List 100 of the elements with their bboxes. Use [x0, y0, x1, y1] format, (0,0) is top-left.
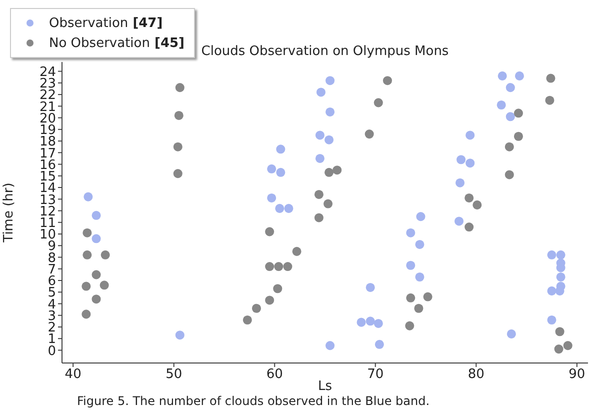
point: [326, 76, 335, 86]
x-tick-label: 70: [367, 367, 384, 382]
point: [472, 200, 482, 210]
point: [92, 210, 101, 220]
point: [274, 262, 284, 272]
point: [496, 100, 506, 110]
point: [415, 272, 424, 282]
point: [382, 76, 392, 86]
legend-label: No Observation [45]: [49, 36, 184, 50]
point: [556, 250, 566, 260]
point: [324, 168, 334, 177]
point: [506, 112, 515, 122]
point: [415, 240, 424, 249]
point: [554, 344, 564, 354]
point: [326, 107, 335, 116]
point: [100, 280, 109, 290]
point: [326, 341, 335, 350]
point: [547, 286, 556, 296]
x-tick-label: 40: [64, 367, 82, 382]
point: [454, 216, 464, 226]
point: [374, 98, 383, 108]
point: [315, 154, 324, 163]
point: [276, 168, 286, 177]
point: [267, 193, 276, 202]
point: [175, 330, 184, 340]
point: [324, 199, 333, 208]
chart-title: Clouds Observation on Olympus Mons: [201, 44, 449, 59]
point: [315, 130, 324, 140]
point: [366, 316, 375, 326]
point: [82, 310, 91, 319]
point: [406, 228, 416, 238]
point: [456, 155, 466, 164]
point: [267, 164, 276, 174]
caption: Figure 5. The number of clouds observed in the Blue band.: [77, 394, 430, 408]
point: [92, 270, 101, 280]
x-axis-title: Ls: [318, 379, 332, 394]
point: [514, 71, 524, 80]
point: [314, 213, 324, 222]
point: [456, 178, 465, 188]
point: [273, 284, 282, 294]
point: [84, 192, 93, 202]
point: [545, 96, 554, 105]
point: [506, 329, 516, 338]
point: [374, 318, 383, 328]
x-tick-label: 90: [568, 367, 586, 382]
point: [406, 293, 416, 302]
point: [242, 315, 252, 325]
point: [332, 166, 342, 175]
point: [563, 341, 572, 350]
point: [275, 204, 284, 213]
x-tick-label: 80: [468, 367, 484, 382]
point: [82, 250, 92, 260]
point: [374, 340, 384, 349]
point: [173, 169, 182, 178]
point: [174, 110, 184, 120]
point: [464, 193, 474, 202]
point: [405, 321, 414, 330]
point: [284, 204, 294, 213]
point: [547, 250, 556, 260]
point: [546, 74, 556, 83]
point: [414, 304, 424, 313]
point: [504, 170, 514, 180]
y-axis-title: Time (hr): [2, 182, 17, 244]
point: [547, 315, 556, 325]
point: [173, 142, 182, 152]
point: [82, 282, 91, 291]
point: [276, 144, 286, 154]
point: [283, 262, 292, 272]
point: [514, 132, 523, 141]
point: [423, 292, 432, 302]
x-tick-label: 60: [266, 367, 283, 382]
point: [82, 228, 92, 238]
point: [356, 318, 366, 327]
point: [555, 327, 564, 336]
point: [314, 190, 324, 199]
point: [464, 222, 474, 232]
point: [175, 83, 184, 92]
x-tick-label: 50: [166, 367, 182, 382]
point: [514, 108, 523, 118]
point: [364, 130, 374, 139]
point: [252, 304, 261, 313]
point: [316, 88, 326, 97]
point: [466, 158, 475, 168]
point: [265, 227, 274, 236]
point: [498, 71, 507, 80]
point: [466, 130, 475, 140]
y-tick-label: 0: [48, 344, 56, 359]
point: [92, 234, 101, 244]
point: [416, 212, 426, 222]
point: [265, 296, 274, 305]
point: [506, 83, 515, 92]
point: [265, 262, 274, 272]
point: [100, 250, 110, 260]
legend-label: Observation [47]: [49, 16, 163, 30]
point: [324, 135, 334, 144]
point: [556, 272, 566, 282]
point: [504, 142, 514, 152]
point: [366, 282, 375, 292]
point: [292, 246, 302, 256]
point: [92, 294, 101, 304]
